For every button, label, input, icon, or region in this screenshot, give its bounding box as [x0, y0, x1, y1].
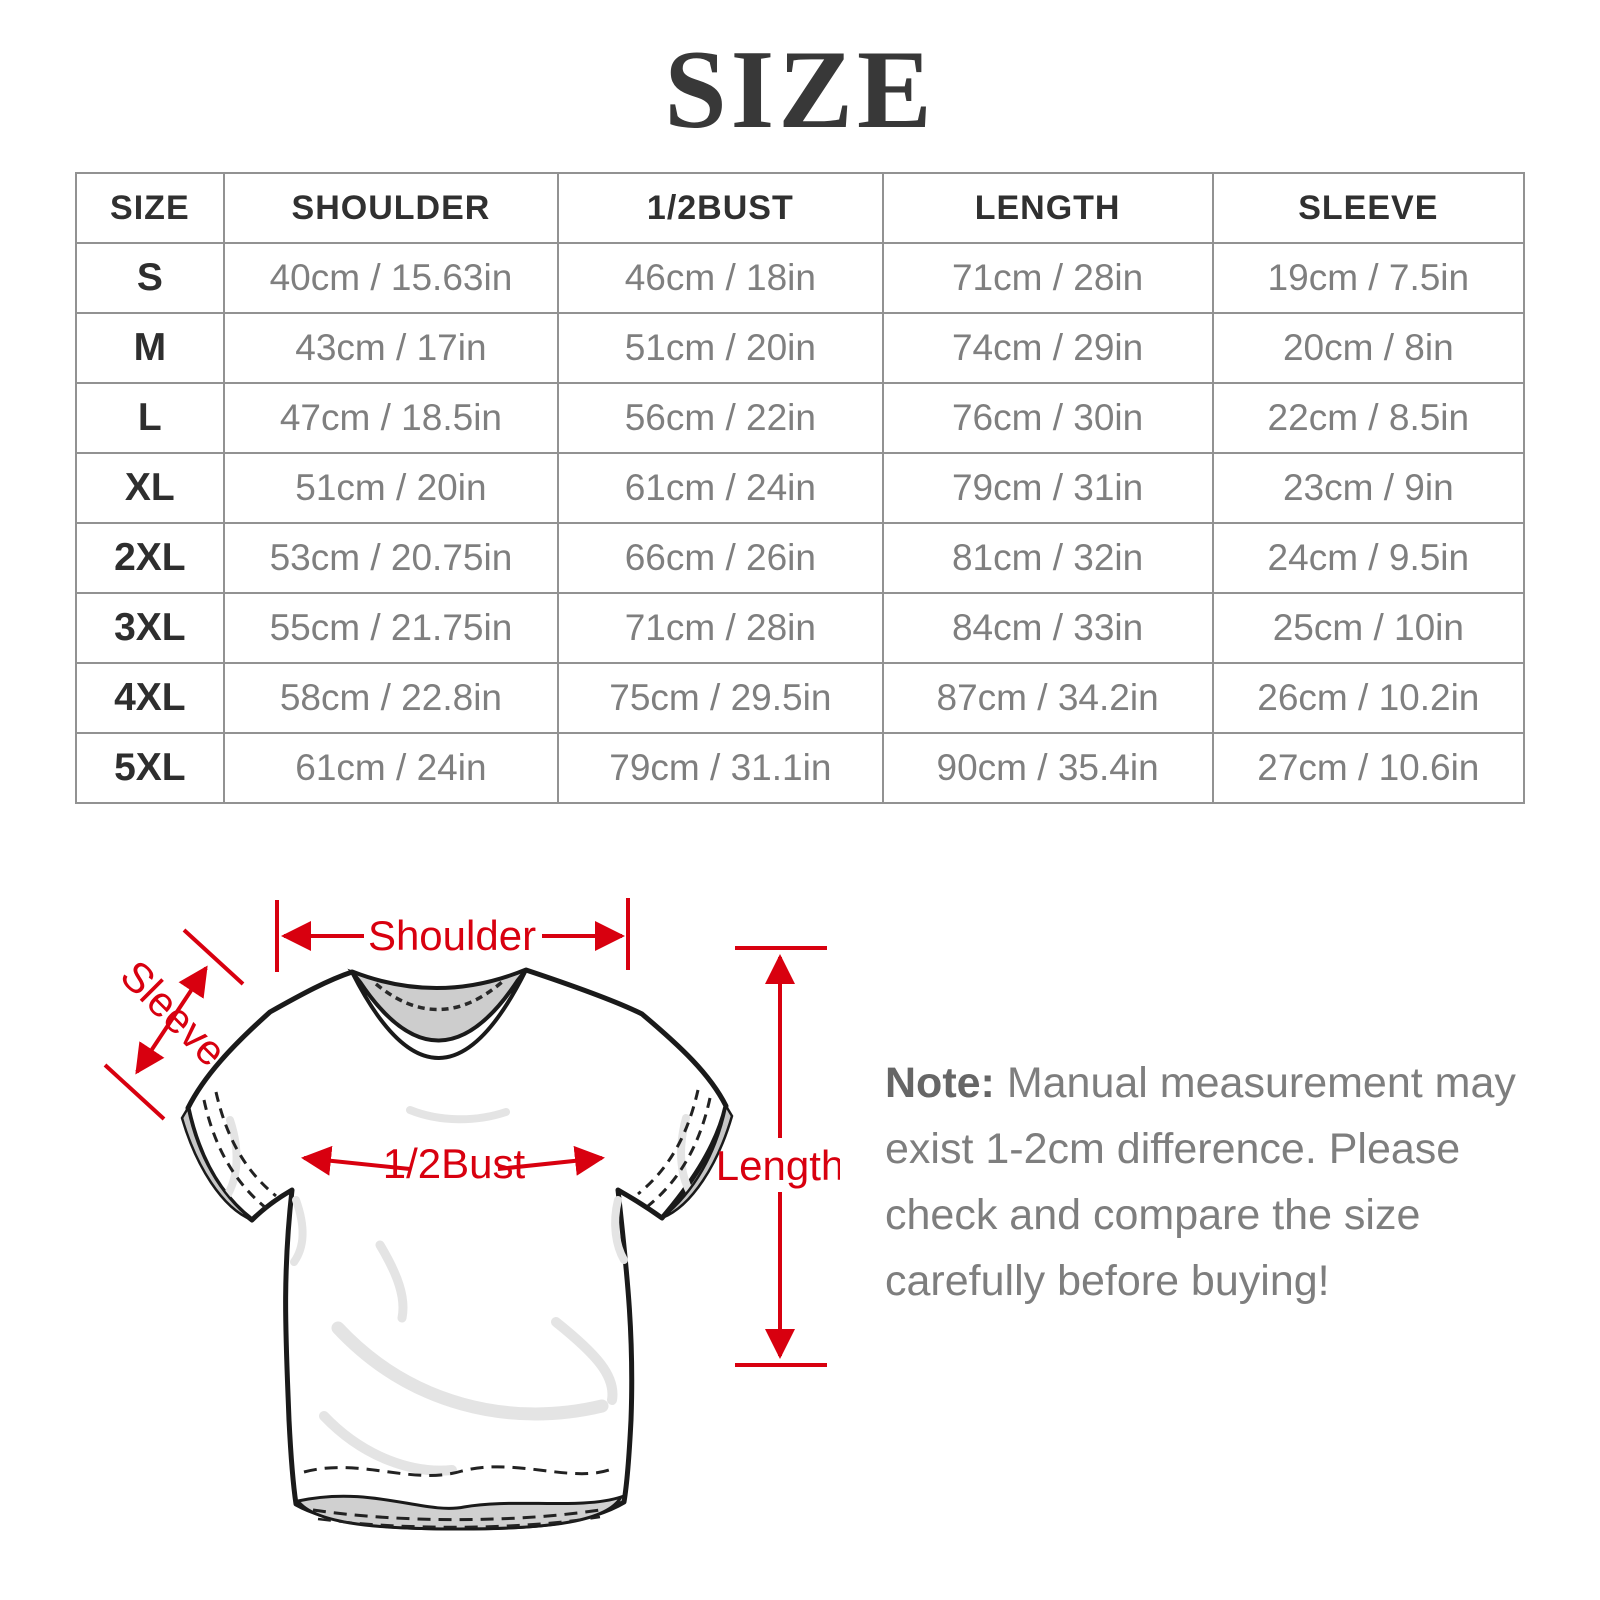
collar-band: [350, 968, 528, 1060]
half_bust-cell: 71cm / 28in: [557, 592, 884, 664]
size-cell: S: [75, 242, 225, 314]
hem-stitching: [312, 1507, 607, 1529]
length-cell: 79cm / 31in: [881, 452, 1214, 524]
size-cell: XL: [75, 452, 225, 524]
note-text: Note: Manual measurement may exist 1-2cm …: [885, 1050, 1565, 1314]
length-annotation: Length: [716, 946, 840, 1367]
size-cell: 4XL: [75, 662, 225, 734]
sleeve-label: Sleeve: [112, 951, 236, 1075]
bust-arrow-right: [497, 1145, 605, 1176]
page-title: SIZE: [664, 28, 936, 152]
table-row: M 43cm / 17in 51cm / 20in 74cm / 29in 20cm /…: [75, 312, 1526, 384]
shoulder-cell: 47cm / 18.5in: [222, 382, 560, 454]
half_bust-cell: 61cm / 24in: [557, 452, 884, 524]
hem-stitch-upper: [303, 1465, 613, 1477]
half_bust-cell: 79cm / 31.1in: [557, 732, 884, 804]
table-row: S 40cm / 15.63in 46cm / 18in 71cm / 28in 19c…: [75, 242, 1526, 314]
length-cell: 84cm / 33in: [881, 592, 1214, 664]
col-header-halfbust: 1/2BUST: [557, 172, 884, 244]
shoulder-cell: 58cm / 22.8in: [222, 662, 560, 734]
size-cell: L: [75, 382, 225, 454]
sleeve-bottom-tick: [103, 1063, 166, 1121]
note-line: check and compare the size: [885, 1191, 1421, 1239]
sleeve-top-tick: [182, 928, 245, 986]
half_bust-cell: 51cm / 20in: [557, 312, 884, 384]
table-row: L 47cm / 18.5in 56cm / 22in 76cm / 30in 22cm…: [75, 382, 1526, 454]
table-row: 2XL 53cm / 20.75in 66cm / 26in 81cm / 32in 2…: [75, 522, 1526, 594]
sleeve-cell: 26cm / 10.2in: [1211, 662, 1526, 734]
size-cell: 5XL: [75, 732, 225, 804]
size-table: SIZE SHOULDER 1/2BUST LENGTH SLEEVE S 40c…: [75, 172, 1526, 804]
half_bust-cell: 56cm / 22in: [557, 382, 884, 454]
shoulder-label: Shoulder: [368, 912, 536, 959]
half_bust-cell: 46cm / 18in: [557, 242, 884, 314]
shoulder-annotation: Shoulder: [275, 898, 630, 972]
size-cell: 2XL: [75, 522, 225, 594]
sleeve-cell: 22cm / 8.5in: [1211, 382, 1526, 454]
note-prefix: Note:: [885, 1059, 1007, 1107]
table-row: 5XL 61cm / 24in 79cm / 31.1in 90cm / 35.4in…: [75, 732, 1526, 804]
size-cell: M: [75, 312, 225, 384]
sleeve-cell: 19cm / 7.5in: [1211, 242, 1526, 314]
hem-band: [295, 1494, 625, 1531]
sleeve-cell: 27cm / 10.6in: [1211, 732, 1526, 804]
shoulder-cell: 53cm / 20.75in: [222, 522, 560, 594]
cuff-stitching: [202, 1089, 712, 1210]
shoulder-cell: 55cm / 21.75in: [222, 592, 560, 664]
left-cuff-inside: [180, 1104, 253, 1222]
sleeve-cell: 24cm / 9.5in: [1211, 522, 1526, 594]
table-row: 3XL 55cm / 21.75in 71cm / 28in 84cm / 33in 2…: [75, 592, 1526, 664]
length-label: Length: [716, 1142, 840, 1189]
tshirt-illustration: [180, 967, 734, 1531]
size-cell: 3XL: [75, 592, 225, 664]
length-cell: 81cm / 32in: [881, 522, 1214, 594]
col-header-sleeve: SLEEVE: [1211, 172, 1526, 244]
shoulder-cell: 51cm / 20in: [222, 452, 560, 524]
sleeve-arrow: [135, 965, 208, 1075]
length-cell: 90cm / 35.4in: [881, 732, 1214, 804]
shoulder-cell: 61cm / 24in: [222, 732, 560, 804]
length-cell: 87cm / 34.2in: [881, 662, 1214, 734]
shoulder-cell: 40cm / 15.63in: [222, 242, 560, 314]
note-line: carefully before buying!: [885, 1257, 1330, 1305]
wrinkle-shading: [224, 1106, 694, 1476]
sleeve-cell: 23cm / 9in: [1211, 452, 1526, 524]
half-bust-label: 1/2Bust: [383, 1140, 526, 1187]
note-line: Note: Manual measurement may: [885, 1059, 1516, 1107]
table-row: 4XL 58cm / 22.8in 75cm / 29.5in 87cm / 34.2…: [75, 662, 1526, 734]
col-header-size: SIZE: [75, 172, 225, 244]
sleeve-cell: 20cm / 8in: [1211, 312, 1526, 384]
table-row: XL 51cm / 20in 61cm / 24in 79cm / 31in 23cm …: [75, 452, 1526, 524]
half_bust-cell: 66cm / 26in: [557, 522, 884, 594]
note-line: exist 1-2cm difference. Please: [885, 1125, 1461, 1173]
length-cell: 74cm / 29in: [881, 312, 1214, 384]
size-table-body: S 40cm / 15.63in 46cm / 18in 71cm / 28in 19c…: [75, 242, 1526, 804]
length-cell: 76cm / 30in: [881, 382, 1214, 454]
shoulder-cell: 43cm / 17in: [222, 312, 560, 384]
col-header-shoulder: SHOULDER: [222, 172, 560, 244]
collar-stitch: [374, 980, 504, 1012]
col-header-length: LENGTH: [881, 172, 1214, 244]
half-bust-annotation: 1/2Bust: [301, 1140, 605, 1187]
length-cell: 71cm / 28in: [881, 242, 1214, 314]
table-header-row: SIZE SHOULDER 1/2BUST LENGTH SLEEVE: [75, 172, 1526, 244]
tshirt-measurement-diagram: Shoulder Sleeve 1/2Bust Length: [103, 898, 840, 1531]
half_bust-cell: 75cm / 29.5in: [557, 662, 884, 734]
sleeve-cell: 25cm / 10in: [1211, 592, 1526, 664]
bust-arrow-left: [301, 1145, 411, 1176]
right-cuff-inside: [661, 1102, 734, 1220]
